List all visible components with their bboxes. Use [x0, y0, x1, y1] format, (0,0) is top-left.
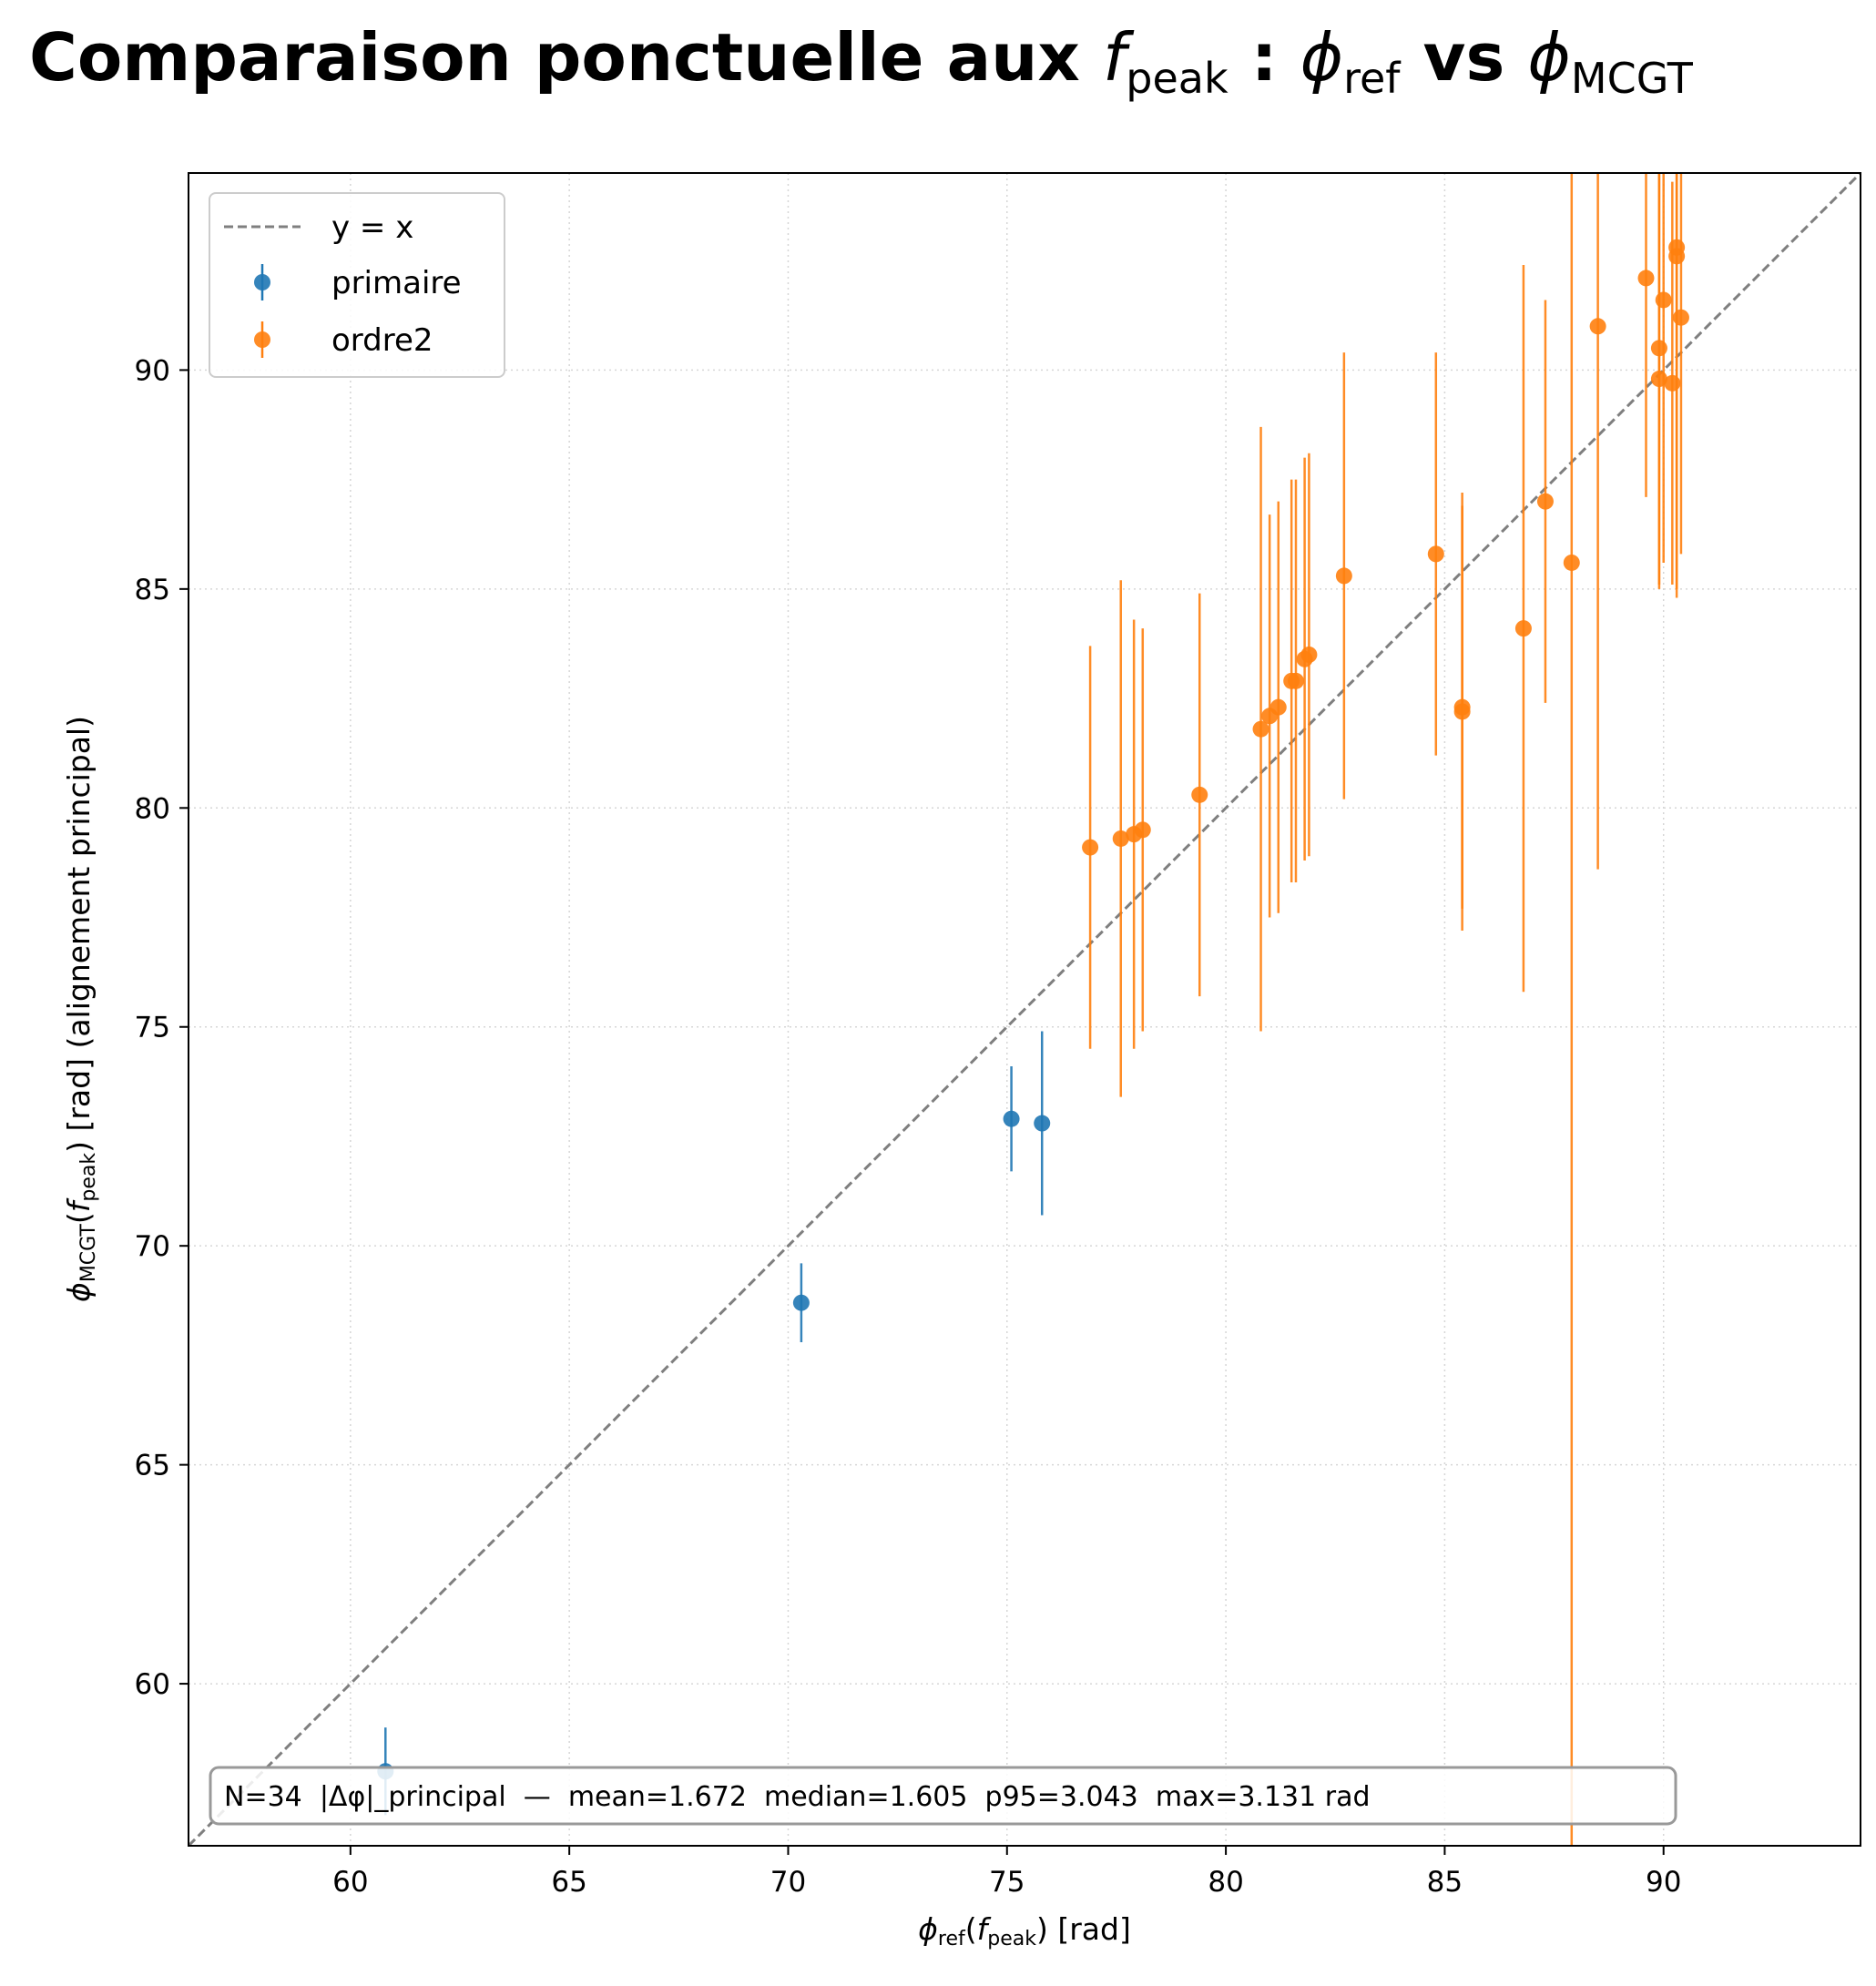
- data-point: [1589, 318, 1606, 335]
- legend-label-ordre2: ordre2: [331, 322, 433, 359]
- data-point: [1082, 839, 1099, 856]
- x-tick-label: 85: [1427, 1866, 1463, 1899]
- data-point: [1287, 672, 1304, 689]
- data-point: [1003, 1110, 1020, 1127]
- x-tick-label: 70: [770, 1866, 806, 1899]
- data-point: [1269, 698, 1287, 716]
- data-point: [1650, 371, 1667, 388]
- plot-frame: [188, 172, 1861, 1847]
- reference-line-layer: [189, 173, 1861, 1846]
- legend: y = x primaire ordre2: [209, 192, 505, 378]
- y-axis-label: ϕMCGT(fpeak) [rad] (alignement principal…: [61, 716, 100, 1302]
- legend-frame: [209, 192, 505, 378]
- legend-marker-ordre2: [254, 331, 270, 348]
- stats-box-frame: [209, 1766, 1677, 1826]
- legend-label-primaire: primaire: [331, 265, 462, 301]
- data-point: [1191, 786, 1208, 803]
- data-point: [1427, 545, 1444, 563]
- legend-label-yx: y = x: [331, 209, 413, 246]
- data-point: [792, 1294, 810, 1311]
- y-tick-label: 65: [135, 1450, 170, 1482]
- series-primaire: [377, 1031, 1051, 1816]
- data-point: [1335, 567, 1352, 585]
- y-tick-label: 85: [135, 574, 170, 606]
- data-point: [1300, 646, 1318, 663]
- data-point: [1134, 821, 1151, 839]
- x-tick-label: 75: [989, 1866, 1025, 1899]
- y-tick-label: 75: [135, 1012, 170, 1044]
- data-point: [1536, 493, 1554, 510]
- x-tick-label: 90: [1646, 1866, 1681, 1899]
- chart-title: Comparaison ponctuelle aux fpeak : ϕref …: [29, 19, 1694, 103]
- y-tick-label: 90: [135, 354, 170, 387]
- reference-line-y-equals-x: [189, 173, 1861, 1846]
- data-point: [1637, 270, 1655, 287]
- data-point: [1672, 309, 1689, 326]
- stats-box-text: N=34 |Δφ|_principal — mean=1.672 median=…: [224, 1781, 1371, 1813]
- data-point: [1112, 830, 1129, 847]
- data-point: [1514, 620, 1532, 637]
- x-tick-label: 65: [551, 1866, 586, 1899]
- series-ordre2: [1082, 173, 1689, 1846]
- data-point: [1453, 698, 1471, 716]
- data-point: [1252, 720, 1269, 738]
- stats-box: N=34 |Δφ|_principal — mean=1.672 median=…: [209, 1766, 1677, 1826]
- ticks: 60 65 70 75 80 85 90 60 65 70 75 80 85 90: [135, 354, 1682, 1899]
- data-point: [1650, 340, 1667, 357]
- grid: [189, 173, 1861, 1846]
- data-point: [1655, 291, 1672, 309]
- data-point: [1034, 1115, 1051, 1132]
- data-point: [1668, 239, 1686, 256]
- y-tick-label: 70: [135, 1230, 170, 1263]
- y-tick-label: 80: [135, 792, 170, 825]
- x-tick-label: 60: [332, 1866, 368, 1899]
- legend-marker-primaire: [254, 274, 270, 290]
- x-tick-label: 80: [1208, 1866, 1243, 1899]
- data-layer: [377, 173, 1689, 1846]
- data-point: [1563, 554, 1580, 571]
- data-point: [1664, 374, 1681, 392]
- x-axis-label: ϕref(fpeak) [rad]: [918, 1911, 1131, 1950]
- y-tick-label: 60: [135, 1668, 170, 1701]
